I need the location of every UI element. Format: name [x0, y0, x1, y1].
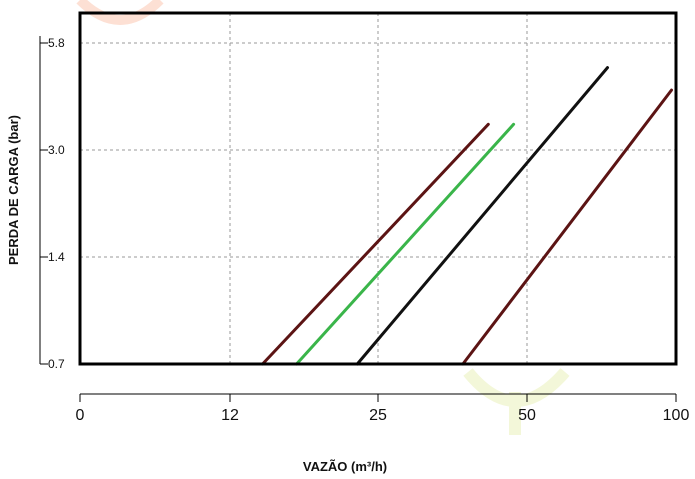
x-tick-label: 25	[369, 407, 387, 424]
plot-frame	[78, 11, 678, 366]
y-axis-title: PERDA DE CARGA (bar)	[6, 115, 21, 265]
x-axis: 0 12 25 50 100	[76, 393, 690, 424]
y-tick-label: 0.7	[48, 357, 65, 371]
x-tick-label: 12	[221, 407, 239, 424]
x-tick-label: 50	[518, 407, 536, 424]
x-axis-title: VAZÃO (m³/h)	[303, 459, 387, 474]
watermark-top-icon	[76, 0, 164, 25]
y-tick-label: 1.4	[48, 250, 65, 264]
watermark-bottom-icon	[463, 368, 570, 435]
series-line-3	[355, 66, 609, 366]
grid	[80, 13, 676, 364]
y-tick-label: 3.0	[48, 143, 65, 157]
y-tick-label: 5.8	[48, 36, 65, 50]
background-watermark	[76, 0, 570, 435]
x-tick-label: 100	[663, 407, 690, 424]
series-lines	[261, 66, 673, 366]
series-line-4	[461, 88, 673, 366]
x-tick-label: 0	[76, 407, 85, 424]
series-line-1	[261, 122, 490, 366]
y-axis: 0.7 1.4 3.0 5.8	[39, 36, 65, 371]
series-line-2	[295, 122, 516, 366]
